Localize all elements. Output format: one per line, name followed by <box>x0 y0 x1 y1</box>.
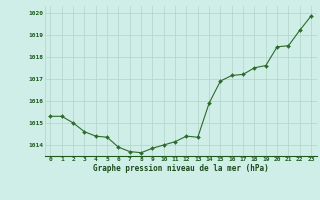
X-axis label: Graphe pression niveau de la mer (hPa): Graphe pression niveau de la mer (hPa) <box>93 164 269 173</box>
